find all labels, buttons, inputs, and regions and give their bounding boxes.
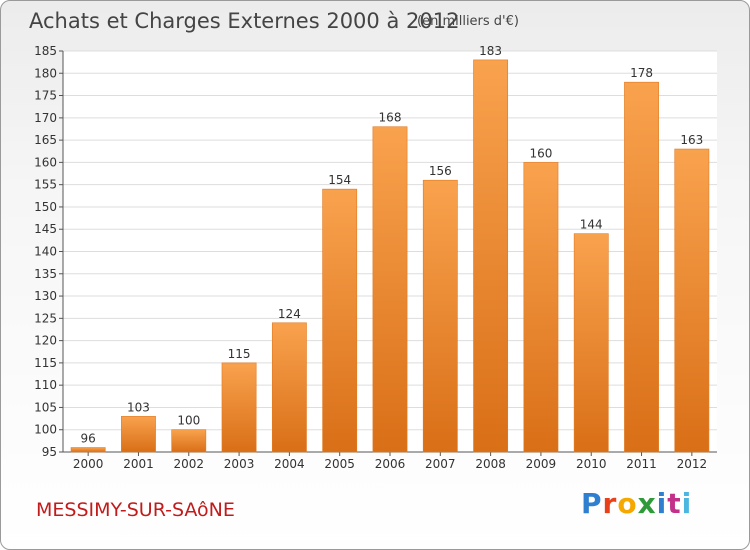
x-tick-label: 2006: [375, 457, 406, 471]
bar-2000: [70, 447, 106, 453]
y-tick-label: 140: [34, 245, 57, 259]
x-tick-label: 2007: [425, 457, 456, 471]
bar-2003: [221, 362, 257, 453]
y-tick-label: 175: [34, 89, 57, 103]
y-tick-label: 130: [34, 289, 57, 303]
proxiti-logo: Proxiti: [581, 487, 692, 527]
chart-title: Achats et Charges Externes 2000 à 2012: [29, 9, 459, 33]
y-tick-label: 185: [34, 44, 57, 58]
y-tick-label: 110: [34, 378, 57, 392]
data-label: 178: [630, 66, 653, 80]
bar-2009: [523, 162, 559, 453]
y-tick-label: 95: [42, 445, 57, 459]
bar-2011: [624, 81, 659, 453]
x-tick-label: 2012: [677, 457, 708, 471]
logo-letter: P: [581, 487, 603, 520]
data-label: 163: [680, 133, 703, 147]
bar-2004: [271, 322, 307, 453]
logo-letter: r: [602, 487, 618, 520]
x-tick-label: 2001: [123, 457, 154, 471]
x-tick-label: 2004: [274, 457, 305, 471]
y-tick-label: 150: [34, 200, 57, 214]
x-tick-label: 2008: [475, 457, 506, 471]
bar-2010: [573, 233, 609, 453]
data-label: 154: [328, 173, 351, 187]
logo-letter: i: [681, 487, 693, 520]
data-label: 183: [479, 44, 502, 58]
logo-letter: i: [656, 487, 668, 520]
x-tick-label: 2003: [224, 457, 255, 471]
bar-2012: [674, 148, 710, 453]
x-tick-label: 2010: [576, 457, 607, 471]
x-tick-label: 2002: [173, 457, 204, 471]
data-label: 100: [177, 414, 200, 428]
data-label: 168: [379, 111, 402, 125]
logo-letter: o: [617, 487, 638, 520]
bar-2002: [171, 429, 207, 453]
y-tick-label: 165: [34, 133, 57, 147]
y-tick-label: 125: [34, 311, 57, 325]
bar-2008: [473, 59, 509, 453]
bar-2005: [322, 188, 358, 453]
y-tick-label: 100: [34, 423, 57, 437]
data-label: 96: [81, 432, 96, 446]
data-label: 156: [429, 164, 452, 178]
y-tick-label: 120: [34, 334, 57, 348]
x-tick-label: 2011: [626, 457, 657, 471]
chart-subtitle: (en milliers d'€): [417, 14, 519, 29]
data-label: 115: [228, 347, 251, 361]
x-tick-label: 2009: [526, 457, 557, 471]
y-tick-label: 105: [34, 400, 57, 414]
data-label: 124: [278, 307, 301, 321]
y-tick-label: 115: [34, 356, 57, 370]
y-tick-label: 135: [34, 267, 57, 281]
x-tick-label: 2005: [324, 457, 355, 471]
bar-2007: [422, 179, 458, 453]
data-label: 103: [127, 400, 150, 414]
bar-2001: [121, 416, 156, 453]
logo-letter: x: [637, 487, 657, 520]
y-tick-label: 160: [34, 155, 57, 169]
x-tick-label: 2000: [73, 457, 104, 471]
bar-2006: [372, 126, 408, 453]
data-label: 160: [529, 146, 552, 160]
y-tick-label: 180: [34, 66, 57, 80]
y-tick-label: 145: [34, 222, 57, 236]
logo-letter: t: [667, 487, 682, 520]
y-tick-label: 170: [34, 111, 57, 125]
commune-name: MESSIMY-SUR-SAôNE: [36, 499, 235, 521]
y-tick-label: 155: [34, 178, 57, 192]
data-label: 144: [580, 218, 603, 232]
